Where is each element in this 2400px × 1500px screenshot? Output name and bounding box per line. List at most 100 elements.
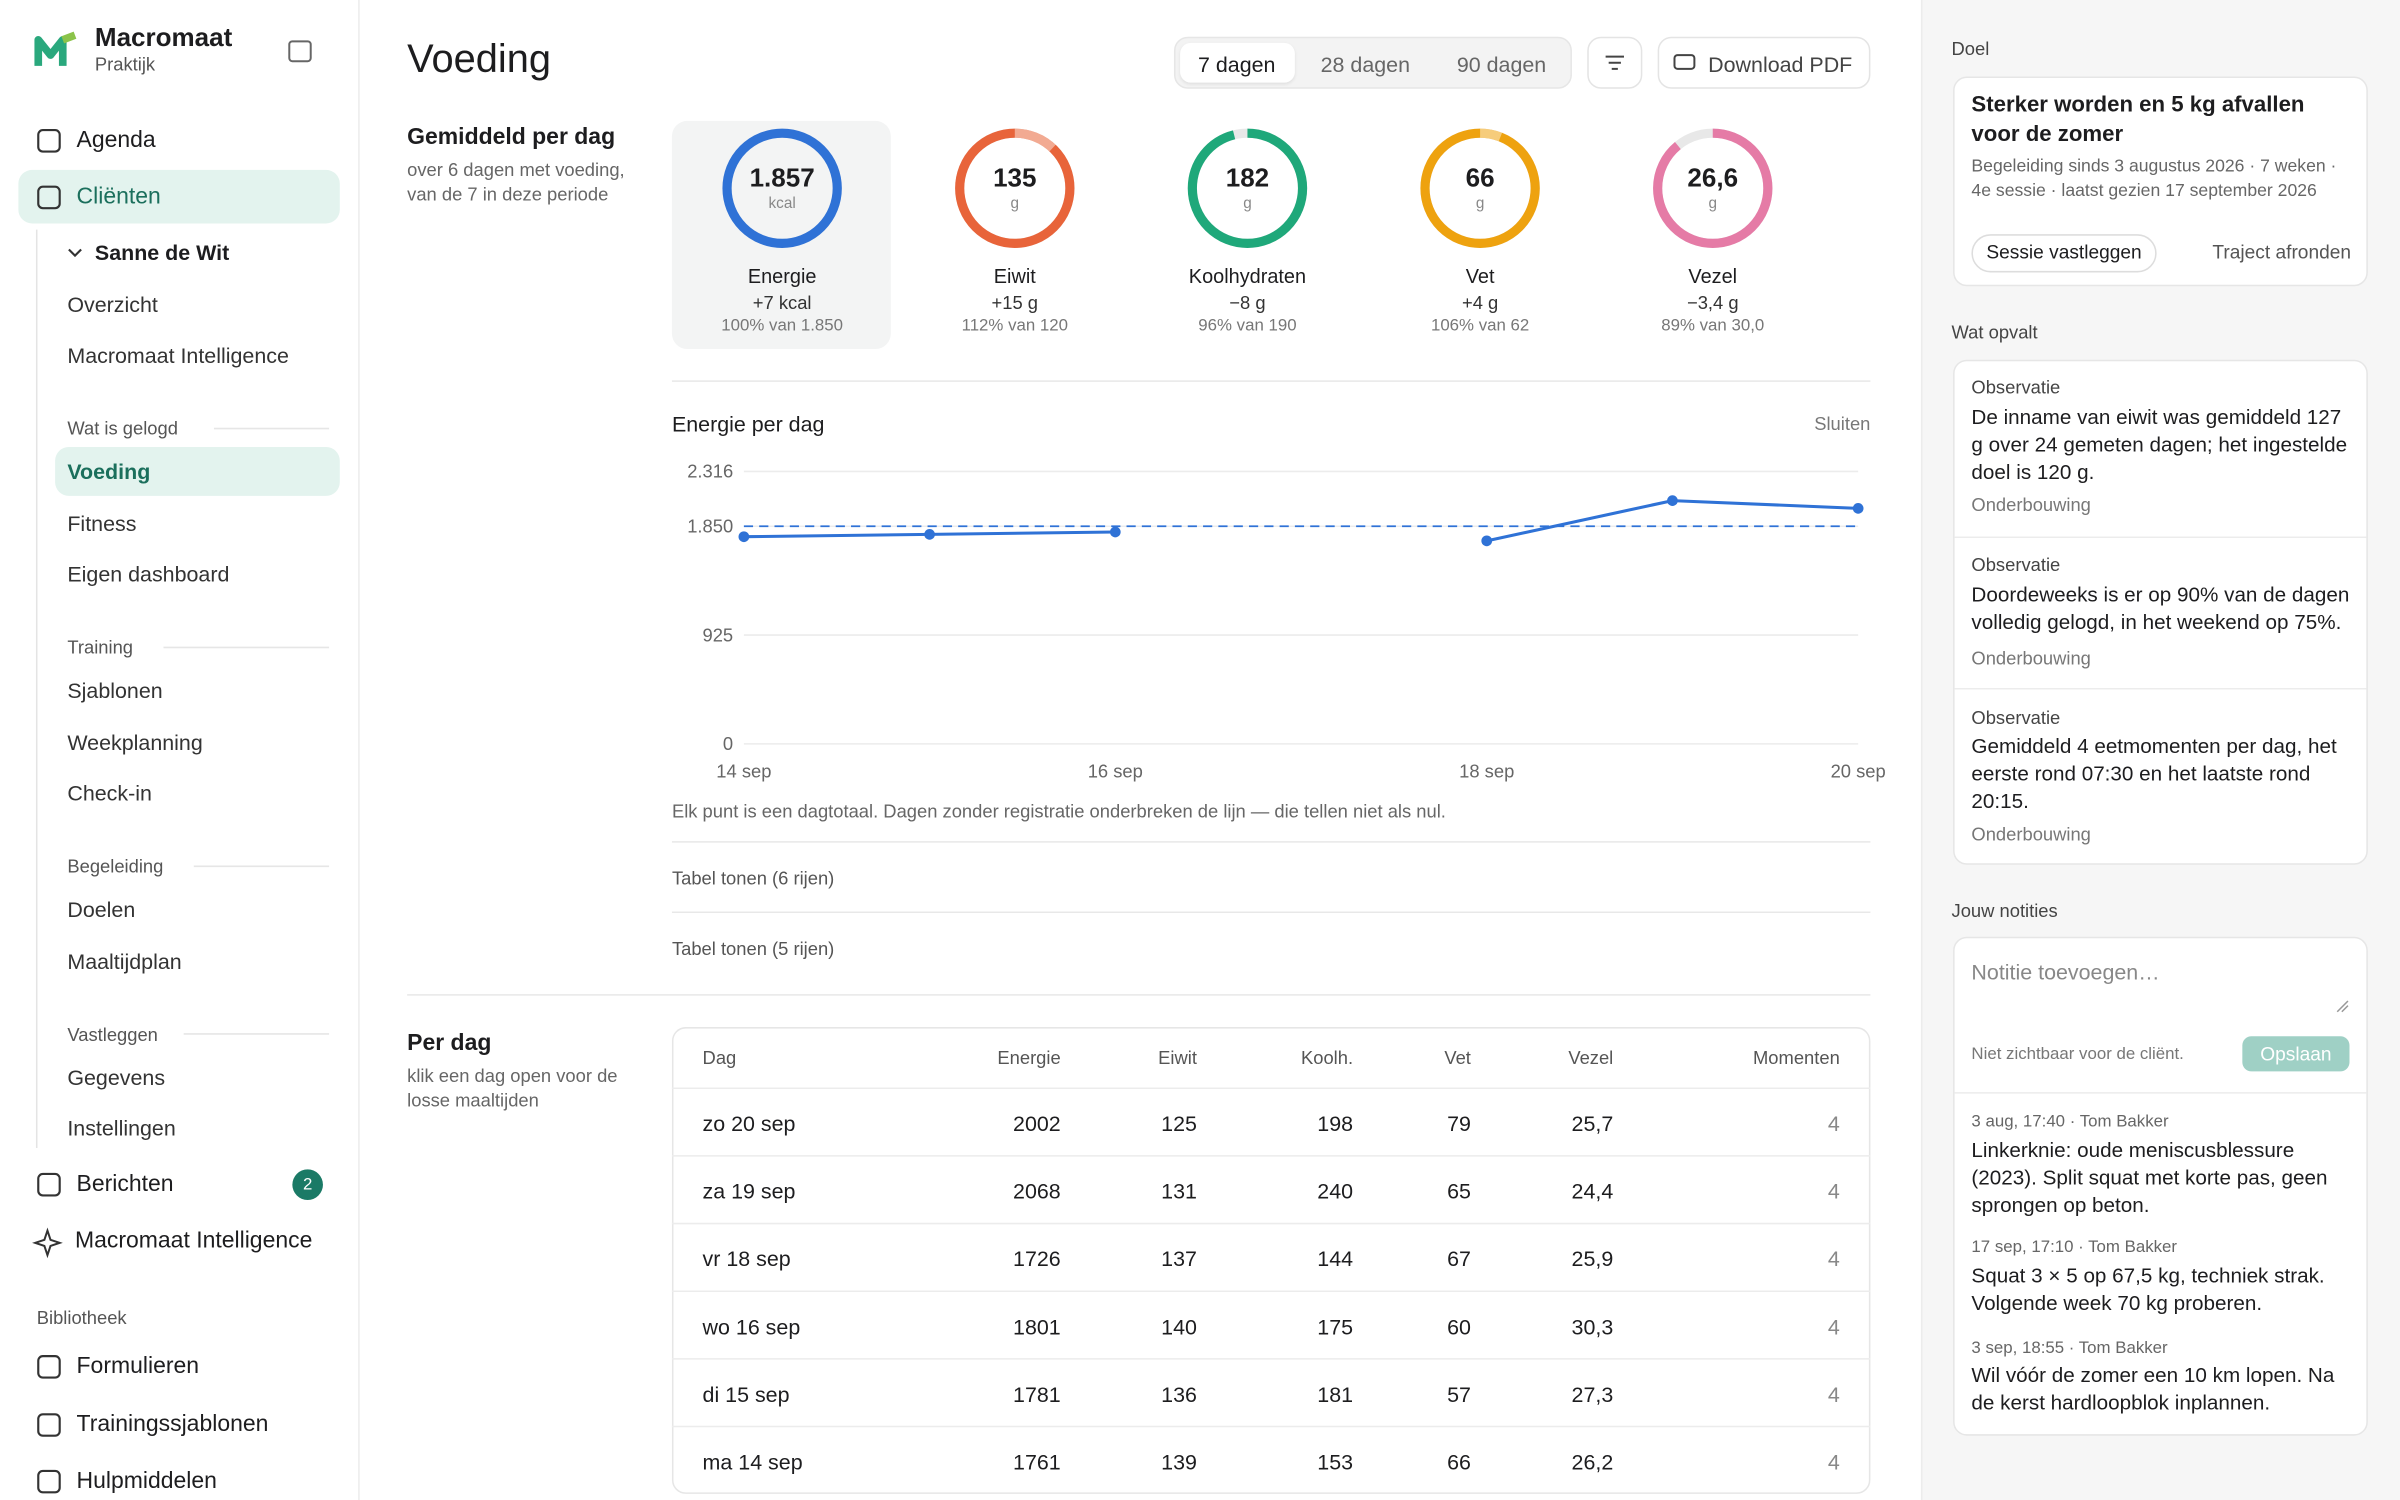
save-button[interactable] xyxy=(2242,1036,2350,1072)
table-row[interactable] xyxy=(673,1359,1868,1426)
ring-name: Vet xyxy=(1465,264,1495,287)
table-row[interactable] xyxy=(673,1156,1868,1223)
nav-item[interactable]: Macromaat Intelligence xyxy=(74,1227,313,1254)
nav-item[interactable]: Macromaat Intelligence xyxy=(67,342,289,368)
table-cell: 27,3 xyxy=(1571,1381,1614,1407)
table-cell: 65 xyxy=(1447,1178,1471,1204)
nav-item[interactable]: Weekplanning xyxy=(67,729,203,754)
observation-link[interactable]: Onderbouwing xyxy=(1971,823,2091,845)
nav-item[interactable]: Formulieren xyxy=(76,1353,200,1380)
table-cell: 2002 xyxy=(1013,1111,1061,1136)
nav-item[interactable]: Gegevens xyxy=(67,1064,166,1090)
close-link[interactable]: Sluiten xyxy=(1814,413,1871,435)
goal-text: Sterker worden en 5 kg afvallen voor de … xyxy=(1971,92,2305,147)
observation-text: Gemiddeld 4 eetmomenten per dag, het eer… xyxy=(1971,734,2337,813)
ring-unit: g xyxy=(1708,195,1718,212)
save-label[interactable]: Opslaan xyxy=(2260,1043,2332,1065)
nav-item[interactable]: Check-in xyxy=(67,780,152,806)
note-text: Squat 3 × 5 op 67,5 kg, techniek strak. … xyxy=(1971,1264,2325,1315)
table-cell: za 19 sep xyxy=(702,1178,796,1204)
data-point xyxy=(1109,526,1121,538)
column-header: Dag xyxy=(702,1046,737,1069)
table-cell: 4 xyxy=(1827,1449,1840,1474)
nav-item[interactable]: Overzicht xyxy=(67,292,158,317)
session-label[interactable]: Sessie vastleggen xyxy=(1986,241,2142,264)
active-page-pill xyxy=(55,446,340,496)
finish-link[interactable]: Traject afronden xyxy=(2212,241,2352,264)
ring-progress: 96% van 190 xyxy=(1198,316,1297,336)
data-point xyxy=(1852,503,1864,514)
table-cell: wo 16 sep xyxy=(702,1314,801,1339)
group-title: Begeleiding xyxy=(67,855,164,878)
group-title: Bibliotheek xyxy=(36,1307,127,1329)
data-point xyxy=(1481,535,1493,547)
note-meta: 3 sep, 18:55 · Tom Bakker xyxy=(1971,1339,2168,1358)
ring-progress: 106% van 62 xyxy=(1430,316,1530,336)
observation-link[interactable]: Onderbouwing xyxy=(1971,494,2091,516)
range-button[interactable]: 7 dagen xyxy=(1198,52,1276,77)
group-title: Training xyxy=(67,636,134,659)
nav-item[interactable]: Doelen xyxy=(67,896,136,922)
table-cell: 144 xyxy=(1317,1246,1354,1272)
nav-item[interactable]: Cliënten xyxy=(76,183,161,210)
column-header: Vezel xyxy=(1568,1046,1614,1069)
ring-unit: g xyxy=(1475,195,1485,212)
table-row[interactable] xyxy=(673,1224,1868,1291)
table-cell: 60 xyxy=(1447,1314,1471,1339)
observation-link[interactable]: Onderbouwing xyxy=(1971,647,2091,669)
ring-delta: +4 g xyxy=(1461,292,1499,314)
note-placeholder: Notitie toevoegen… xyxy=(1971,959,2160,985)
ring-name: Eiwit xyxy=(993,264,1036,287)
observation-text: De inname van eiwit was gemiddeld 127 g … xyxy=(1971,405,2348,484)
badge-count: 2 xyxy=(302,1175,313,1194)
table-toggle[interactable]: Tabel tonen (5 rijen) xyxy=(671,938,835,960)
nav-item[interactable]: Agenda xyxy=(76,127,156,154)
table-row[interactable] xyxy=(673,1427,1868,1494)
ring-unit: kcal xyxy=(768,195,796,212)
section-description: over 6 dagen met voeding, van de 7 in de… xyxy=(407,159,625,206)
session-button[interactable] xyxy=(1971,234,2157,273)
table-cell: 4 xyxy=(1827,1246,1840,1272)
table-cell: 181 xyxy=(1317,1381,1354,1407)
nav-item[interactable]: Eigen dashboard xyxy=(67,561,230,587)
nav-item[interactable]: Berichten xyxy=(76,1170,174,1197)
table-cell: 26,2 xyxy=(1571,1449,1614,1474)
nav-item[interactable]: Instellingen xyxy=(67,1115,176,1141)
client-name[interactable]: Sanne de Wit xyxy=(94,240,230,265)
table-cell: 2068 xyxy=(1013,1178,1061,1204)
table-cell: 125 xyxy=(1161,1111,1197,1136)
ring-name: Energie xyxy=(747,264,817,287)
table-cell: 198 xyxy=(1317,1111,1354,1136)
table-row[interactable] xyxy=(673,1291,1868,1358)
download-button[interactable] xyxy=(1657,36,1871,89)
table-cell: 1726 xyxy=(1013,1246,1061,1272)
range-button[interactable]: 90 dagen xyxy=(1456,52,1547,77)
ring-name: Koolhydraten xyxy=(1188,264,1307,287)
table-row[interactable] xyxy=(673,1088,1868,1155)
y-tick-label: 925 xyxy=(702,624,734,646)
nav-item[interactable]: Fitness xyxy=(67,510,137,535)
nav-item[interactable]: Voeding xyxy=(67,459,151,484)
panel-heading: Doel xyxy=(1951,38,1990,60)
notes-card xyxy=(1953,936,2368,1436)
panel-heading: Wat opvalt xyxy=(1951,321,2038,343)
download-label[interactable]: Download PDF xyxy=(1708,52,1853,77)
note-text: Linkerknie: oude meniscusblessure (2023)… xyxy=(1971,1138,2328,1217)
nav-item[interactable]: Maaltijdplan xyxy=(67,948,182,973)
nav-item[interactable]: Sjablonen xyxy=(67,678,163,703)
observation-label: Observatie xyxy=(1971,707,2061,729)
nav-item[interactable]: Trainingssjablonen xyxy=(76,1411,269,1438)
column-header: Vet xyxy=(1444,1046,1471,1069)
nav-item[interactable]: Hulpmiddelen xyxy=(76,1467,217,1494)
observation-label: Observatie xyxy=(1971,554,2061,576)
table-toggle[interactable]: Tabel tonen (6 rijen) xyxy=(671,867,835,890)
table-cell: 4 xyxy=(1827,1314,1840,1339)
range-button[interactable]: 28 dagen xyxy=(1320,52,1411,77)
table-cell: 136 xyxy=(1161,1381,1197,1407)
table-cell: 4 xyxy=(1827,1178,1840,1204)
filter-button[interactable] xyxy=(1587,36,1643,89)
x-tick-label: 20 sep xyxy=(1830,760,1886,783)
x-tick-label: 14 sep xyxy=(716,760,772,783)
table-cell: vr 18 sep xyxy=(702,1246,791,1272)
